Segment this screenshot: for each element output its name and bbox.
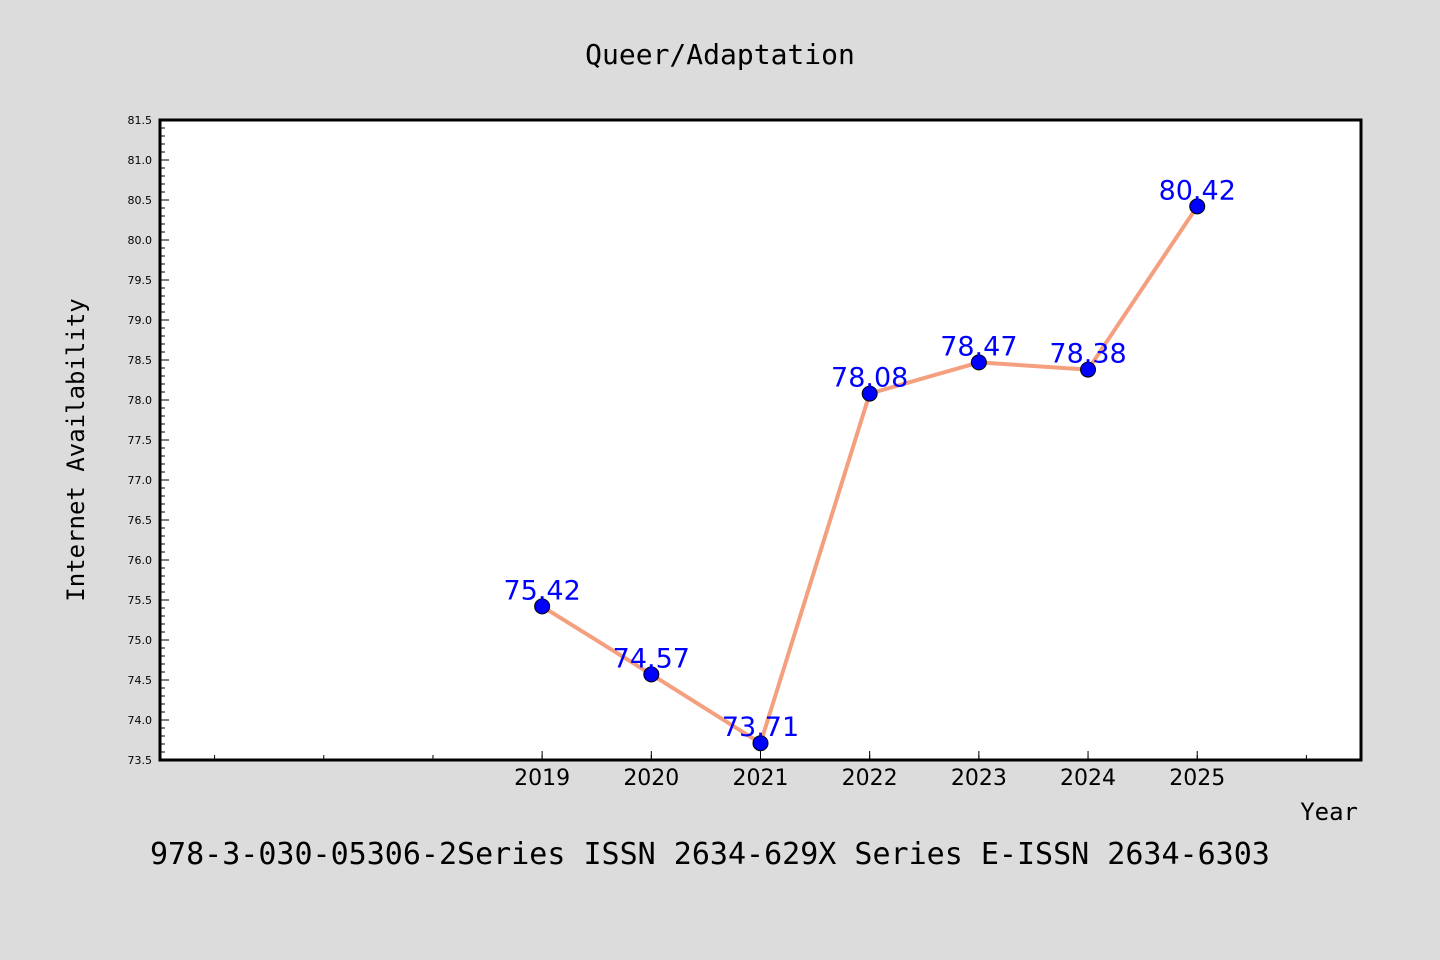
x-axis: 2019 2020 2021 2022 2023 2024 2025 (214, 751, 1307, 791)
data-point (534, 598, 551, 615)
data-label: 78.47 (940, 331, 1017, 362)
x-axis-label: Year (1300, 798, 1358, 826)
y-tick-label: 80.0 (128, 234, 153, 247)
y-tick-label: 79.0 (128, 314, 153, 327)
y-axis: 73.5 74.0 74.5 75.0 75.5 76.0 76.5 77.0 77.5 78.0… (128, 114, 169, 767)
plot-area (158, 118, 1363, 762)
x-tick-label: 2021 (733, 766, 789, 791)
y-tick-label: 74.5 (128, 674, 153, 687)
x-tick-label: 2024 (1060, 766, 1116, 791)
y-tick-label: 76.5 (128, 514, 153, 527)
x-tick-label: 2019 (514, 766, 570, 791)
y-tick-label: 79.5 (128, 274, 153, 287)
y-tick-label: 78.0 (128, 394, 153, 407)
y-tick-label: 77.0 (128, 474, 153, 487)
data-label: 80.42 (1159, 175, 1236, 206)
y-tick-label: 75.5 (128, 594, 153, 607)
x-tick-label: 2023 (951, 766, 1007, 791)
x-tick-label: 2022 (842, 766, 898, 791)
data-point (1189, 198, 1206, 215)
y-tick-label: 81.0 (128, 154, 153, 167)
y-tick-label: 78.5 (128, 354, 153, 367)
data-point (1080, 361, 1097, 378)
y-tick-label: 73.5 (128, 754, 153, 767)
data-label: 75.42 (503, 575, 580, 606)
y-tick-label: 81.5 (128, 114, 153, 127)
chart-title: Queer/Adaptation (585, 38, 855, 71)
y-axis-label: Internet Availability (62, 298, 90, 601)
data-point (970, 354, 987, 371)
caption-isbn-issn: 978-3-030-05306-2Series ISSN 2634-629X S… (150, 837, 1270, 872)
data-label: 78.08 (831, 363, 908, 394)
y-tick-label: 80.5 (128, 194, 153, 207)
data-label: 73.71 (722, 712, 799, 743)
data-point (861, 385, 878, 402)
data-labels: 75.42 74.57 73.71 78.08 78.47 78.38 80.42 (503, 175, 1235, 743)
y-tick-label: 76.0 (128, 554, 153, 567)
data-points (534, 198, 1206, 752)
x-tick-label: 2020 (623, 766, 679, 791)
y-tick-label: 75.0 (128, 634, 153, 647)
data-point (752, 735, 769, 752)
x-tick-label: 2025 (1169, 766, 1225, 791)
data-label: 78.38 (1049, 339, 1126, 370)
data-point (643, 666, 660, 683)
y-tick-label: 77.5 (128, 434, 153, 447)
data-label: 74.57 (613, 643, 690, 674)
y-tick-label: 74.0 (128, 714, 153, 727)
